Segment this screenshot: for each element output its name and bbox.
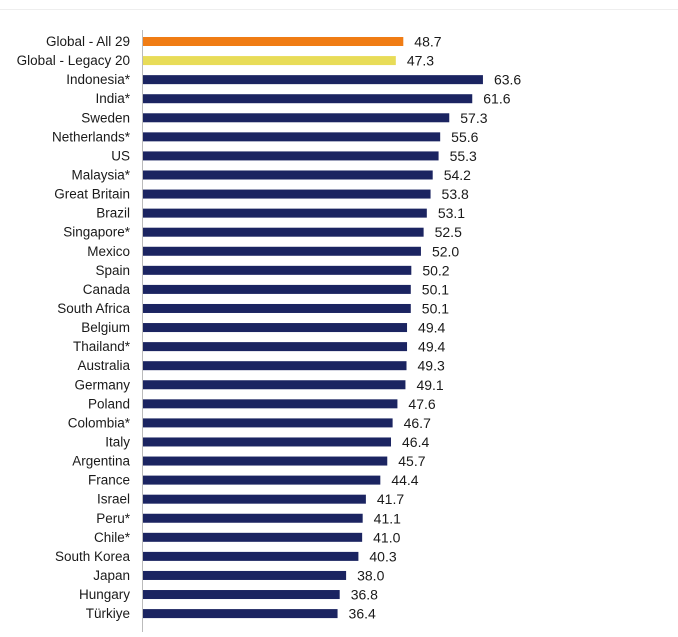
bar	[143, 437, 392, 447]
bars-group: Global - All 29 48.7 Global - Legacy 20 47.…	[17, 34, 522, 622]
bar	[143, 132, 441, 142]
category-label: Global - Legacy 20	[17, 53, 130, 68]
value-label: 49.3	[418, 358, 445, 374]
category-label: Netherlands*	[52, 129, 131, 144]
value-label: 41.0	[373, 529, 400, 545]
bar	[143, 189, 431, 199]
bar	[143, 246, 421, 256]
bar	[143, 37, 404, 46]
bar	[143, 399, 398, 409]
category-label: Belgium	[81, 320, 130, 335]
bar	[143, 113, 450, 123]
bar	[143, 284, 411, 294]
value-label: 41.1	[374, 510, 401, 526]
bar	[143, 551, 359, 561]
bar	[143, 590, 340, 600]
value-label: 36.8	[351, 587, 378, 603]
bar	[143, 227, 424, 237]
category-label: Israel	[97, 492, 130, 507]
value-label: 46.7	[404, 415, 431, 431]
bar	[143, 56, 396, 66]
value-label: 50.2	[422, 262, 449, 278]
bar	[143, 361, 407, 371]
value-label: 46.4	[402, 434, 429, 450]
bar	[143, 570, 347, 580]
value-label: 45.7	[398, 453, 425, 469]
value-label: 57.3	[460, 110, 487, 126]
category-label: Malaysia*	[71, 167, 130, 182]
category-label: Canada	[83, 282, 131, 297]
category-label: Peru*	[96, 511, 131, 526]
category-label: Singapore*	[63, 225, 131, 240]
value-label: 54.2	[444, 167, 471, 183]
value-label: 44.4	[391, 472, 418, 488]
category-label: Colombia*	[68, 415, 131, 430]
category-label: Sweden	[81, 110, 130, 125]
category-label: Global - All 29	[46, 34, 130, 49]
bar	[143, 170, 433, 180]
value-label: 49.4	[418, 320, 445, 336]
bar	[143, 303, 411, 313]
value-label: 50.1	[422, 300, 449, 316]
bar	[143, 323, 408, 333]
value-label: 53.1	[438, 205, 465, 221]
category-label: France	[88, 473, 130, 488]
bar	[143, 265, 412, 275]
category-label: South Korea	[55, 549, 131, 564]
value-label: 55.6	[451, 129, 478, 145]
category-label: Hungary	[79, 587, 130, 602]
category-label: Argentina	[72, 454, 130, 469]
bar	[143, 151, 439, 161]
value-label: 47.6	[408, 396, 435, 412]
value-label: 55.3	[450, 148, 477, 164]
bar	[143, 75, 483, 85]
category-label: Türkiye	[86, 606, 130, 621]
value-label: 49.1	[416, 377, 443, 393]
category-label: Mexico	[87, 244, 130, 259]
category-label: South Africa	[57, 301, 130, 316]
bar	[143, 609, 338, 619]
bar	[143, 94, 473, 104]
category-label: Chile*	[94, 530, 131, 545]
category-label: Brazil	[96, 206, 130, 221]
category-label: US	[111, 148, 130, 163]
bar	[143, 342, 408, 352]
value-label: 41.7	[377, 491, 404, 507]
value-label: 36.4	[349, 606, 376, 622]
value-label: 61.6	[483, 91, 510, 107]
category-label: Indonesia*	[66, 72, 131, 87]
category-label: Italy	[105, 434, 130, 449]
value-label: 48.7	[414, 34, 441, 50]
category-label: India*	[95, 91, 130, 106]
value-label: 49.4	[418, 339, 445, 355]
category-label: Great Britain	[54, 187, 130, 202]
value-label: 52.0	[432, 243, 459, 259]
bar	[143, 532, 363, 542]
bar	[143, 208, 427, 218]
value-label: 47.3	[407, 53, 434, 69]
category-label: Spain	[95, 263, 130, 278]
category-label: Australia	[77, 358, 130, 373]
category-label: Thailand*	[73, 339, 131, 354]
bar	[143, 456, 388, 466]
category-label: Germany	[74, 377, 130, 392]
value-label: 40.3	[369, 548, 396, 564]
bar	[143, 418, 393, 428]
value-label: 52.5	[435, 224, 462, 240]
bar	[143, 475, 381, 485]
value-label: 63.6	[494, 72, 521, 88]
value-label: 53.8	[442, 186, 469, 202]
bar	[143, 494, 366, 504]
value-label: 38.0	[357, 567, 384, 583]
category-label: Japan	[93, 568, 130, 583]
value-label: 50.1	[422, 281, 449, 297]
bar	[143, 380, 406, 390]
category-label: Poland	[88, 396, 130, 411]
bar	[143, 513, 363, 523]
